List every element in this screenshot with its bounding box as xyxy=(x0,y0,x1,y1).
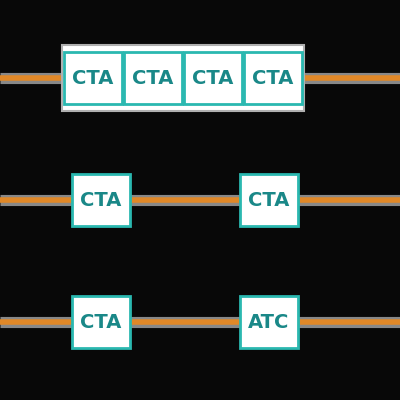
Bar xyxy=(244,52,302,104)
Bar xyxy=(72,174,130,226)
Bar xyxy=(244,52,302,104)
Text: CTA: CTA xyxy=(80,190,122,210)
Bar xyxy=(62,45,304,111)
Text: CTA: CTA xyxy=(80,312,122,332)
Bar xyxy=(72,174,130,226)
Bar xyxy=(184,52,242,104)
Bar xyxy=(240,296,298,348)
Text: CTA: CTA xyxy=(248,190,290,210)
Bar xyxy=(184,52,242,104)
Bar xyxy=(240,174,298,226)
Bar xyxy=(64,52,122,104)
Text: CTA: CTA xyxy=(192,68,234,88)
Bar xyxy=(64,52,122,104)
Bar xyxy=(124,52,182,104)
Text: CTA: CTA xyxy=(72,68,114,88)
Text: ATC: ATC xyxy=(248,312,290,332)
Bar xyxy=(124,52,182,104)
Bar xyxy=(240,296,298,348)
Bar xyxy=(240,174,298,226)
Bar xyxy=(72,296,130,348)
Text: CTA: CTA xyxy=(252,68,294,88)
Bar xyxy=(72,296,130,348)
Text: CTA: CTA xyxy=(132,68,174,88)
